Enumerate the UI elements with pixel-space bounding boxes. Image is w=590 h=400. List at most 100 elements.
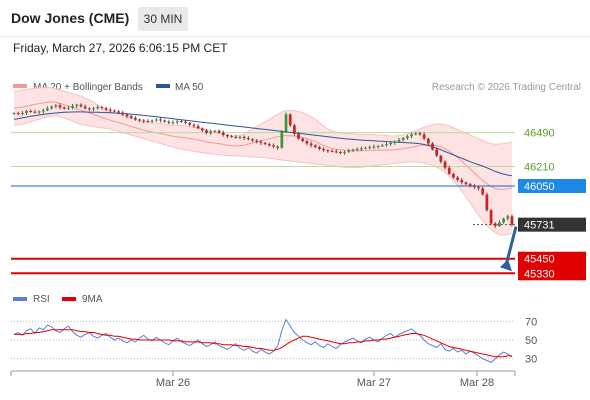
- candle-body: [37, 111, 41, 113]
- candle-body: [510, 216, 514, 225]
- candle-body: [96, 107, 100, 109]
- pivot-tag: [518, 178, 586, 193]
- candle-body: [83, 106, 87, 109]
- candle-body: [359, 148, 363, 150]
- bollinger-band-fill: [14, 87, 512, 236]
- candle-body: [330, 150, 334, 152]
- candle-body: [368, 147, 372, 149]
- rsi-line: [13, 318, 513, 363]
- candle-body: [54, 105, 58, 107]
- instrument-title: Dow Jones (CME): [11, 10, 130, 26]
- candle-body: [226, 135, 229, 137]
- candle-body: [351, 149, 355, 151]
- last-price-label: 45731: [524, 220, 555, 232]
- candle-body: [452, 173, 455, 178]
- candle-body: [46, 108, 49, 111]
- candle-body: [205, 130, 208, 133]
- candle-body: [460, 179, 464, 183]
- candle-body: [301, 138, 305, 142]
- candle-body: [263, 142, 267, 145]
- candle-body: [209, 131, 213, 133]
- candle-body: [406, 136, 409, 139]
- candle-body: [280, 131, 284, 148]
- candle-body: [175, 121, 179, 123]
- candle-body: [87, 108, 91, 110]
- time-tick-label: Mar 26: [156, 377, 190, 389]
- candle-body: [410, 134, 413, 137]
- candle-body: [397, 139, 401, 142]
- ma20-line: [13, 101, 513, 190]
- candle-body: [217, 130, 221, 133]
- legend-swatch-rsi: [13, 297, 27, 301]
- candle-body: [234, 136, 238, 138]
- candle-body: [200, 128, 204, 131]
- candle-body: [29, 111, 33, 113]
- candle-body: [12, 113, 16, 115]
- candle-body: [376, 145, 380, 147]
- candle-body: [117, 111, 120, 113]
- chart-header: Dow Jones (CME) 30 MIN: [0, 0, 590, 36]
- candle-body: [343, 152, 346, 154]
- candle-body: [443, 161, 447, 168]
- candle-body: [456, 177, 459, 180]
- candle-body: [288, 114, 292, 126]
- candle-body: [113, 110, 116, 112]
- candle-body: [238, 136, 242, 138]
- candle-body: [180, 121, 183, 123]
- candle-body: [485, 194, 489, 211]
- candle-body: [493, 223, 497, 226]
- support-label: 45450: [524, 254, 555, 266]
- chart-datetime: Friday, March 27, 2026 6:06:15 PM CET: [13, 41, 228, 55]
- candle-body: [426, 138, 430, 144]
- candle-body: [92, 108, 95, 110]
- candle-body: [422, 134, 426, 139]
- bollinger-upper-line: [13, 86, 513, 145]
- candle-body: [255, 140, 259, 142]
- candle-body: [385, 144, 388, 146]
- candle-body: [272, 145, 275, 147]
- candle-body: [138, 119, 141, 121]
- support-tag: [518, 251, 586, 281]
- candle-body: [251, 139, 254, 141]
- support-resistance-levels: 46490 46210 46050 45731 45450 45330: [11, 128, 586, 281]
- legend-label-ma50: MA 50: [175, 82, 204, 93]
- candle-body: [389, 142, 393, 145]
- candle-body: [221, 132, 225, 136]
- candle-body: [159, 119, 162, 121]
- candle-body: [447, 167, 451, 174]
- candle-body: [347, 150, 351, 153]
- bollinger-band: [13, 86, 513, 236]
- candle-body: [125, 114, 129, 117]
- candle-body: [259, 141, 263, 143]
- ma50-line: [13, 111, 513, 177]
- candle-body: [67, 107, 70, 109]
- candle-body: [71, 105, 74, 108]
- legend-swatch-ma20: [13, 84, 27, 88]
- candle-body: [418, 133, 422, 135]
- candle-body: [431, 143, 434, 150]
- timeframe-button[interactable]: 30 MIN: [138, 7, 188, 31]
- candle-body: [498, 222, 501, 226]
- resistance-label: 46490: [524, 128, 555, 140]
- candle-body: [481, 188, 485, 195]
- rsi-level-label: 70: [525, 316, 537, 328]
- candle-body: [33, 111, 37, 113]
- candle-body: [355, 148, 359, 150]
- candle-body: [502, 218, 505, 223]
- last-price-tag: [518, 217, 586, 232]
- candle-body: [309, 143, 313, 146]
- legend-swatch-9ma: [62, 297, 76, 301]
- candle-body: [414, 133, 418, 135]
- candle-body: [242, 136, 246, 139]
- candle-body: [41, 110, 45, 112]
- candle-body: [129, 116, 133, 119]
- moving-averages: [13, 111, 513, 177]
- candlesticks: [12, 103, 514, 229]
- candle-body: [150, 120, 154, 122]
- forecast-arrow-head: [500, 259, 512, 272]
- candle-body: [163, 120, 167, 122]
- candle-body: [439, 155, 443, 162]
- candle-body: [184, 121, 187, 123]
- candle-body: [133, 118, 137, 120]
